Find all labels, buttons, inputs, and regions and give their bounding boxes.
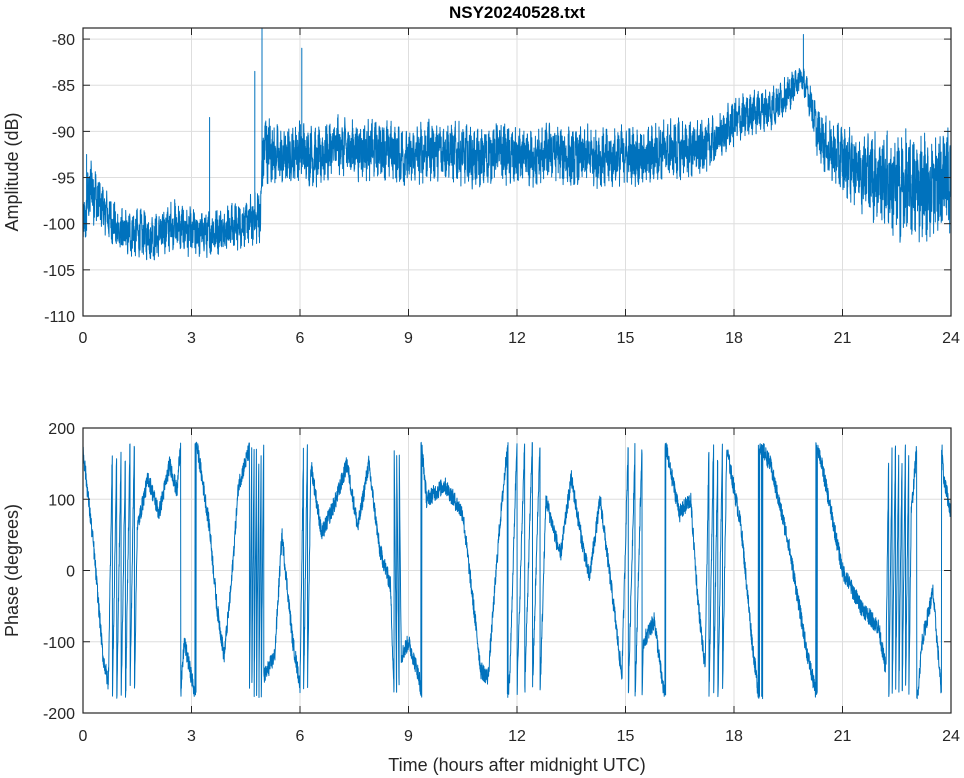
x-tick-label: 0 xyxy=(79,728,88,745)
y-tick-label: -95 xyxy=(52,171,75,188)
phase-axes: 0 3 6 9 12 15 18 21 24 -200 -100 0 100 200 Phase (degr… xyxy=(2,421,960,775)
y-tick-label: 100 xyxy=(48,492,75,509)
y-tick-label: -90 xyxy=(52,124,75,141)
y-tick-label: -100 xyxy=(43,217,75,234)
x-tick-label: 3 xyxy=(187,330,196,347)
x-tick-label: 15 xyxy=(617,728,635,745)
y-tick-label: 200 xyxy=(48,421,75,438)
y-tick-label: 0 xyxy=(66,564,75,581)
y-tick-label: -110 xyxy=(44,309,75,326)
amplitude-series-line xyxy=(82,27,952,261)
y-axis-label: Phase (degrees) xyxy=(2,504,22,637)
x-tick-label: 15 xyxy=(617,330,635,347)
x-tick-label: 9 xyxy=(404,330,413,347)
x-tick-label: 9 xyxy=(404,728,413,745)
x-tick-label: 18 xyxy=(725,330,743,347)
x-tick-label: 18 xyxy=(725,728,743,745)
x-tick-label: 21 xyxy=(834,728,852,745)
x-tick-label: 6 xyxy=(296,728,305,745)
x-tick-label: 3 xyxy=(187,728,196,745)
chart-title: NSY20240528.txt xyxy=(449,3,585,22)
phase-series-line xyxy=(82,441,952,700)
y-tick-label: -80 xyxy=(52,32,75,49)
x-tick-label: 24 xyxy=(942,728,960,745)
x-tick-label: 6 xyxy=(296,330,305,347)
amplitude-axes: 0 3 6 9 12 15 18 21 24 -110 -105 -100 -95 -90 -85 -80 Am… xyxy=(2,27,960,347)
y-tick-label: -85 xyxy=(52,78,75,95)
y-tick-label: -200 xyxy=(43,706,75,723)
x-tick-label: 24 xyxy=(942,330,960,347)
x-tick-label: 21 xyxy=(834,330,852,347)
y-axis-label: Amplitude (dB) xyxy=(2,112,22,231)
y-tick-label: -105 xyxy=(43,263,75,280)
x-tick-label: 0 xyxy=(79,330,88,347)
y-tick-label: -100 xyxy=(43,635,75,652)
x-tick-label: 12 xyxy=(508,728,526,745)
x-axis-label: Time (hours after midnight UTC) xyxy=(388,755,645,775)
x-tick-label: 12 xyxy=(508,330,526,347)
